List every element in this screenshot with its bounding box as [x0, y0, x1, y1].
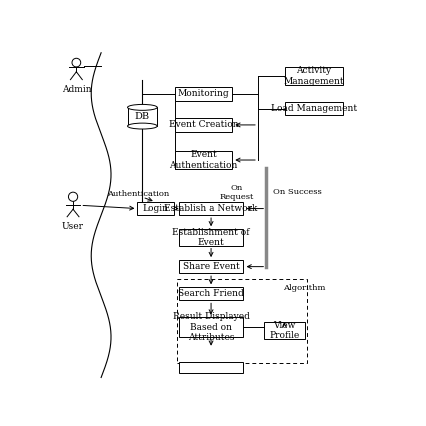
Bar: [175, 87, 232, 101]
Text: Search Friend: Search Friend: [178, 289, 244, 298]
Circle shape: [72, 58, 81, 67]
Text: Establishment of
Event: Establishment of Event: [172, 228, 250, 247]
Text: Algorithm: Algorithm: [283, 284, 325, 292]
Ellipse shape: [127, 104, 157, 110]
Bar: [175, 118, 232, 132]
Text: View
Profile: View Profile: [269, 321, 299, 340]
Bar: [179, 260, 243, 273]
Bar: [179, 202, 243, 215]
Bar: [138, 202, 174, 215]
Text: On
Request: On Request: [219, 184, 253, 201]
Text: Result Displayed
Based on
Attributes: Result Displayed Based on Attributes: [173, 312, 250, 342]
Bar: [175, 152, 232, 169]
Bar: [264, 322, 305, 339]
Text: Event
Authentication: Event Authentication: [169, 150, 238, 170]
Text: Establish a Network: Establish a Network: [164, 204, 258, 213]
Text: DB: DB: [135, 112, 150, 121]
Text: Load Management: Load Management: [271, 104, 357, 113]
Text: Admin: Admin: [61, 85, 91, 94]
Text: On Success: On Success: [273, 188, 322, 196]
Bar: [179, 229, 243, 246]
Ellipse shape: [127, 123, 157, 129]
Bar: [285, 67, 343, 85]
Text: Event Creation: Event Creation: [169, 121, 238, 130]
Bar: [179, 287, 243, 300]
Bar: [179, 317, 243, 337]
Text: Monitoring: Monitoring: [178, 89, 229, 98]
Bar: [179, 362, 243, 374]
Bar: [127, 107, 157, 126]
Text: Share Event: Share Event: [183, 262, 239, 271]
Bar: [285, 102, 343, 115]
Text: Login: Login: [143, 204, 169, 213]
Bar: [177, 279, 308, 363]
Text: Activity
Management: Activity Management: [284, 66, 344, 86]
Text: User: User: [62, 222, 84, 231]
Text: Authentication: Authentication: [107, 190, 170, 198]
Circle shape: [69, 192, 78, 201]
